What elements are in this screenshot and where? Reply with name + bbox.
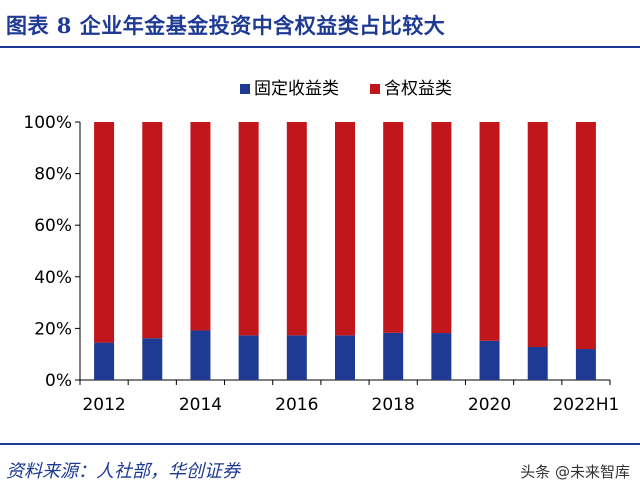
bar-equity-2015 (238, 122, 259, 336)
y-tick-label-5: 100% (23, 113, 72, 133)
bar-fixed-income-2013 (142, 338, 163, 380)
bar-equity-2019 (431, 122, 452, 334)
y-tick-label-4: 80% (34, 165, 72, 185)
bar-fixed-income-2021 (527, 346, 548, 380)
bar-equity-2017 (335, 122, 355, 336)
chart-header: 图表 8 企业年金基金投资中含权益类占比较大 (0, 0, 640, 48)
watermark: 头条 @未来智库 (520, 463, 630, 481)
x-tick-label-4: 2016 (275, 395, 318, 415)
y-tick-label-0: 0% (45, 371, 72, 391)
bar-equity-2012 (94, 122, 115, 343)
chart-title: 图表 8 企业年金基金投资中含权益类占比较大 (6, 13, 446, 38)
bar-fixed-income-2018 (383, 332, 404, 380)
bar-equity-2016 (286, 122, 307, 336)
bar-fixed-income-2016 (286, 335, 307, 380)
bar-fixed-income-2020 (479, 340, 500, 380)
y-tick-label-1: 20% (34, 319, 72, 339)
bar-equity-2014 (190, 122, 211, 331)
bar-fixed-income-2015 (238, 335, 259, 380)
legend-swatch-0 (240, 84, 250, 94)
legend-swatch-1 (370, 84, 380, 94)
bar-fixed-income-2017 (335, 335, 355, 380)
bar-equity-2018 (383, 122, 404, 333)
legend-label-1: 含权益类 (384, 79, 452, 99)
x-tick-label-8: 2020 (468, 395, 511, 415)
chart-footer: 资料来源：人社部，华创证券 头条 @未来智库 (0, 443, 640, 491)
legend-label-0: 固定收益类 (254, 79, 339, 99)
bar-fixed-income-2012 (94, 342, 115, 380)
chart-area: 固定收益类 含权益类 0% 20% 40% 60% 80% 100% 2012 2014 2016 2… (0, 60, 640, 440)
bar-equity-2021 (527, 122, 548, 347)
x-tick-label-0: 2012 (82, 395, 125, 415)
x-tick-label-10: 2022H1 (552, 395, 619, 415)
footer-rule (0, 443, 640, 445)
bar-equity-2022H1 (575, 122, 596, 350)
x-tick-label-6: 2018 (372, 395, 415, 415)
y-tick-label-3: 60% (34, 216, 72, 236)
bar-equity-2013 (142, 122, 163, 339)
source-note: 资料来源：人社部，华创证券 (6, 461, 240, 482)
chart-svg: 固定收益类 含权益类 0% 20% 40% 60% 80% 100% 2012 2014 2016 2… (23, 79, 619, 415)
bar-fixed-income-2022H1 (575, 349, 596, 380)
x-tick-label-2: 2014 (179, 395, 222, 415)
bar-fixed-income-2019 (431, 333, 452, 380)
bar-equity-2020 (479, 122, 500, 341)
y-tick-label-2: 40% (34, 268, 72, 288)
bar-fixed-income-2014 (190, 330, 211, 380)
header-rule (0, 46, 640, 48)
